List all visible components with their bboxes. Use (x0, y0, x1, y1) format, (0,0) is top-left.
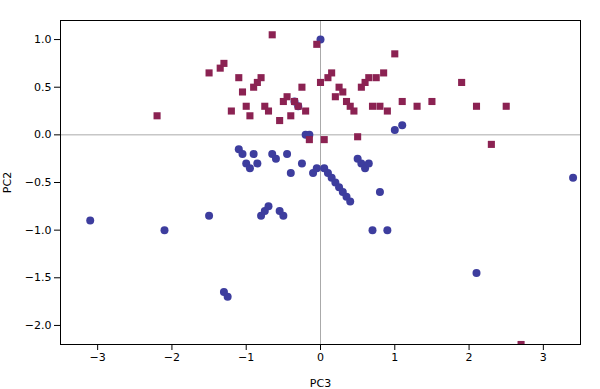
svg-text:PC2: PC2 (1, 172, 14, 193)
svg-text:3: 3 (540, 351, 547, 364)
svg-text:−1: −1 (238, 351, 254, 364)
svg-text:−1.0: −1.0 (25, 224, 52, 237)
svg-text:−2.0: −2.0 (25, 319, 52, 332)
svg-text:0: 0 (317, 351, 324, 364)
svg-text:0.0: 0.0 (34, 128, 52, 141)
svg-text:−3: −3 (90, 351, 106, 364)
svg-text:1: 1 (391, 351, 398, 364)
svg-text:2: 2 (466, 351, 473, 364)
svg-text:1.0: 1.0 (34, 33, 52, 46)
svg-text:PC3: PC3 (310, 377, 331, 389)
svg-text:−2: −2 (164, 351, 180, 364)
svg-text:−0.5: −0.5 (25, 176, 52, 189)
svg-text:−1.5: −1.5 (25, 271, 52, 284)
svg-text:0.5: 0.5 (34, 81, 52, 94)
